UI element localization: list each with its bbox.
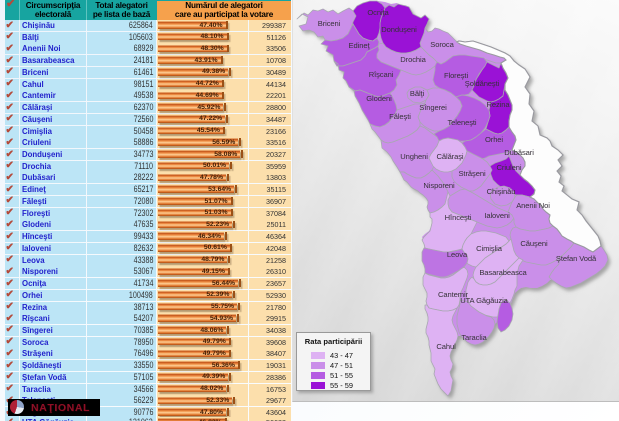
svg-text:Floreşti: Floreşti — [444, 71, 469, 80]
svg-text:Cimişlia: Cimişlia — [476, 244, 503, 253]
svg-text:Leova: Leova — [447, 250, 468, 259]
svg-text:Taraclia: Taraclia — [461, 333, 487, 342]
svg-text:Ştefan Vodă: Ştefan Vodă — [556, 254, 597, 263]
svg-text:Donduşeni: Donduşeni — [381, 25, 417, 34]
svg-text:Nisporeni: Nisporeni — [423, 181, 455, 190]
svg-text:UTA Găgăuzia: UTA Găgăuzia — [460, 296, 508, 305]
svg-text:Căuşeni: Căuşeni — [520, 239, 548, 248]
svg-text:Anenii Noi: Anenii Noi — [516, 201, 550, 210]
svg-text:Criuleni: Criuleni — [497, 163, 522, 172]
svg-text:Teleneşti: Teleneşti — [447, 118, 476, 127]
svg-text:Străşeni: Străşeni — [458, 169, 485, 178]
svg-text:Dubăsari: Dubăsari — [504, 148, 534, 157]
svg-text:Orhei: Orhei — [485, 135, 503, 144]
svg-text:Soroca: Soroca — [430, 40, 454, 49]
svg-text:Rîşcani: Rîşcani — [369, 70, 394, 79]
svg-text:Hînceşti: Hînceşti — [445, 213, 472, 222]
svg-text:Cantemir: Cantemir — [438, 290, 469, 299]
svg-text:Ungheni: Ungheni — [400, 152, 428, 161]
svg-text:Briceni: Briceni — [318, 19, 341, 28]
svg-text:Drochia: Drochia — [400, 55, 426, 64]
svg-text:Glodeni: Glodeni — [366, 94, 392, 103]
svg-text:Basarabeasca: Basarabeasca — [479, 268, 527, 277]
svg-text:Ialoveni: Ialoveni — [484, 211, 510, 220]
svg-text:Chişinău: Chişinău — [487, 187, 516, 196]
svg-text:Edineţ: Edineţ — [349, 41, 371, 50]
svg-text:Bălţi: Bălţi — [410, 89, 425, 98]
svg-text:Cahul: Cahul — [436, 342, 456, 351]
svg-text:Ocniţa: Ocniţa — [367, 8, 389, 17]
svg-text:Şoldăneşti: Şoldăneşti — [465, 79, 500, 88]
svg-text:Rezina: Rezina — [486, 100, 510, 109]
svg-text:Călăraşi: Călăraşi — [436, 152, 463, 161]
svg-text:Făleşti: Făleşti — [389, 112, 411, 121]
svg-text:Sîngerei: Sîngerei — [419, 103, 447, 112]
